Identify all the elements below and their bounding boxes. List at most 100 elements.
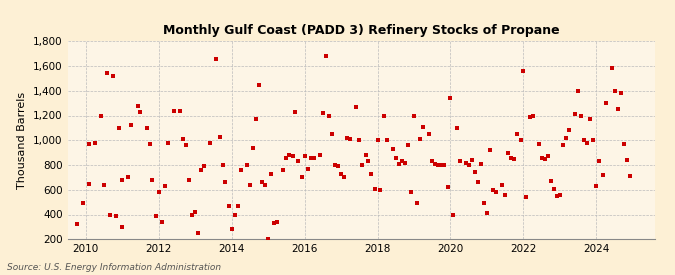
Point (363, 159, 374, 163)
Point (618, 142, 629, 146)
Point (192, 231, 203, 235)
Point (123, 175, 134, 180)
Point (260, 183, 271, 187)
Point (606, 66, 617, 71)
Point (187, 212, 198, 217)
Point (211, 56, 221, 61)
Point (551, 194, 562, 198)
Point (424, 132, 435, 136)
Point (317, 111, 328, 115)
Point (408, 113, 419, 118)
Point (379, 113, 389, 118)
Y-axis label: Thousand Barrels: Thousand Barrels (18, 92, 28, 189)
Text: Source: U.S. Energy Information Administration: Source: U.S. Energy Information Administ… (7, 263, 221, 272)
Point (466, 158, 477, 162)
Point (329, 163, 340, 167)
Point (323, 113, 334, 118)
Point (576, 113, 587, 118)
Point (174, 108, 185, 113)
Point (327, 132, 338, 136)
Point (545, 179, 556, 183)
Point (281, 155, 292, 160)
Point (570, 112, 580, 117)
Point (463, 163, 474, 167)
Point (536, 155, 547, 160)
Point (284, 153, 295, 157)
Point (263, 237, 273, 241)
Point (470, 170, 481, 175)
Point (442, 185, 453, 189)
Point (232, 204, 243, 208)
Point (196, 168, 207, 172)
Point (315, 153, 325, 157)
Point (433, 163, 444, 167)
Point (402, 143, 413, 147)
Point (518, 69, 529, 73)
Point (585, 117, 595, 122)
Point (333, 164, 344, 168)
Point (181, 143, 192, 147)
Point (500, 192, 510, 197)
Point (83, 142, 94, 146)
Point (475, 162, 486, 166)
Point (78, 201, 88, 206)
Point (616, 91, 626, 95)
Point (390, 155, 401, 160)
Point (406, 190, 416, 194)
Point (543, 154, 554, 158)
Point (305, 155, 316, 160)
Point (236, 168, 246, 172)
Point (354, 138, 364, 142)
Point (479, 201, 489, 206)
Point (491, 190, 502, 194)
Point (256, 180, 267, 185)
Point (485, 148, 495, 152)
Point (199, 164, 210, 168)
Point (83, 182, 94, 186)
Point (624, 174, 635, 178)
Point (539, 157, 550, 161)
Point (114, 126, 125, 130)
Point (254, 82, 265, 87)
Point (108, 74, 119, 78)
Point (178, 137, 188, 141)
Point (588, 138, 599, 142)
Point (418, 124, 429, 129)
Point (400, 160, 410, 165)
Point (472, 180, 483, 185)
Point (111, 213, 122, 218)
Point (217, 163, 228, 167)
Point (244, 183, 255, 187)
Point (369, 186, 380, 191)
Point (339, 175, 350, 180)
Point (278, 168, 289, 172)
Point (105, 212, 115, 217)
Point (375, 188, 386, 192)
Point (524, 114, 535, 119)
Point (533, 142, 544, 146)
Point (597, 173, 608, 177)
Point (272, 220, 283, 224)
Point (248, 145, 259, 150)
Point (117, 225, 128, 229)
Point (223, 204, 234, 208)
Point (561, 136, 572, 140)
Point (445, 96, 456, 100)
Point (621, 158, 632, 162)
Point (214, 134, 225, 139)
Point (190, 210, 200, 214)
Point (579, 138, 590, 142)
Point (594, 159, 605, 163)
Point (96, 113, 107, 118)
Point (269, 221, 279, 226)
Point (582, 141, 593, 145)
Point (366, 172, 377, 176)
Point (147, 178, 158, 182)
Point (448, 212, 459, 217)
Point (308, 155, 319, 160)
Point (612, 107, 623, 112)
Point (345, 137, 356, 141)
Point (564, 128, 574, 133)
Point (226, 227, 237, 232)
Point (591, 184, 602, 188)
